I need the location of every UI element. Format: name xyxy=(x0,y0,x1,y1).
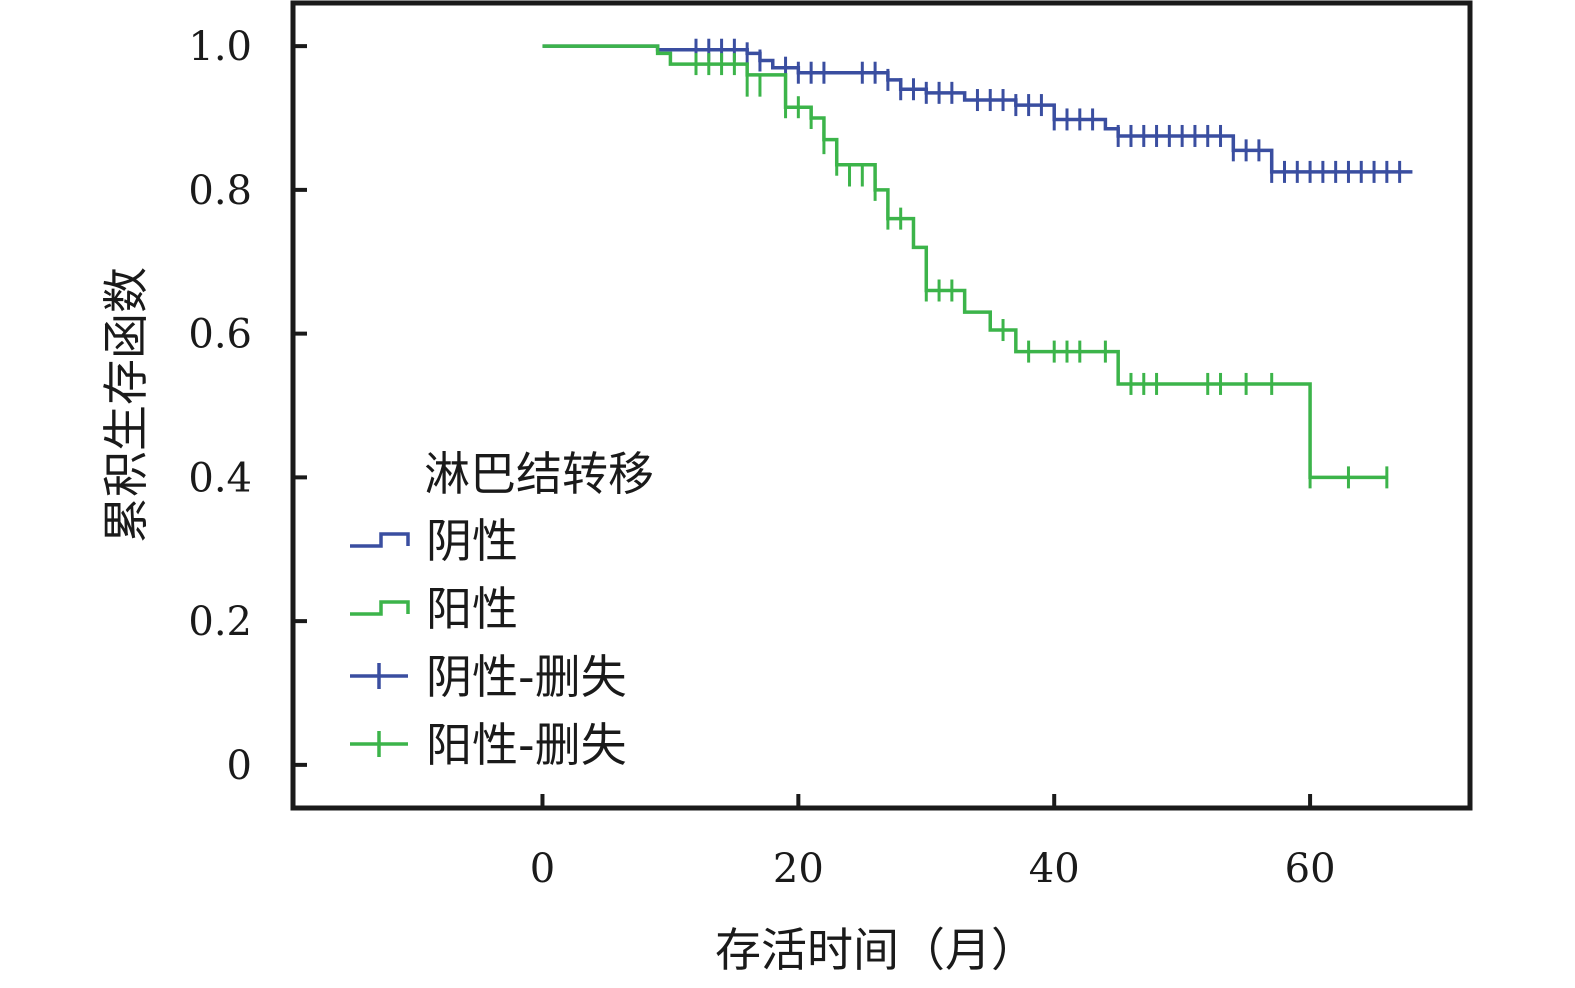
x-tick-label: 60 xyxy=(1285,846,1336,892)
legend-label: 阳性-删失 xyxy=(426,718,627,772)
series-line-1 xyxy=(542,44,1387,480)
legend-step-symbol xyxy=(350,600,410,616)
y-axis: 0 0.2 0.4 0.6 0.8 1.0 xyxy=(188,24,307,789)
y-tick-label: 0.8 xyxy=(188,168,252,214)
x-axis: 0 20 40 60 xyxy=(530,794,1336,892)
y-tick-label: 0.4 xyxy=(188,455,252,501)
x-tick-label: 20 xyxy=(773,846,824,892)
legend-censor-symbol xyxy=(350,731,408,757)
y-tick-label: 0 xyxy=(227,743,252,789)
x-tick-label: 0 xyxy=(530,846,555,892)
legend-label: 阴性-删失 xyxy=(426,650,627,704)
y-tick-label: 0.6 xyxy=(188,312,252,358)
y-tick-label: 0.2 xyxy=(188,599,252,645)
x-axis-title: 存活时间（月） xyxy=(715,923,1037,977)
y-tick-label: 1.0 xyxy=(188,24,252,70)
plot-frame xyxy=(290,0,1473,811)
y-axis-title: 累积生存函数 xyxy=(99,267,153,543)
legend-label: 阳性 xyxy=(426,582,518,636)
plot-series xyxy=(542,38,1413,489)
legend-censor-symbol xyxy=(350,663,408,689)
legend-label: 阴性 xyxy=(426,514,518,568)
legend-step-symbol xyxy=(350,532,410,548)
x-tick-label: 40 xyxy=(1029,846,1080,892)
legend-title: 淋巴结转移 xyxy=(424,447,654,501)
